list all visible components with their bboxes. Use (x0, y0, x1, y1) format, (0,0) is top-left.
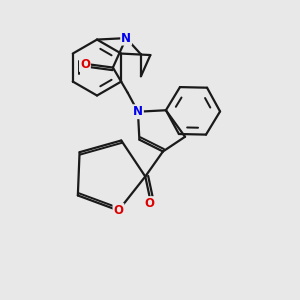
Text: O: O (80, 58, 90, 71)
Text: N: N (121, 32, 131, 45)
Text: N: N (133, 105, 143, 118)
Text: O: O (113, 204, 124, 217)
Text: O: O (145, 197, 155, 210)
